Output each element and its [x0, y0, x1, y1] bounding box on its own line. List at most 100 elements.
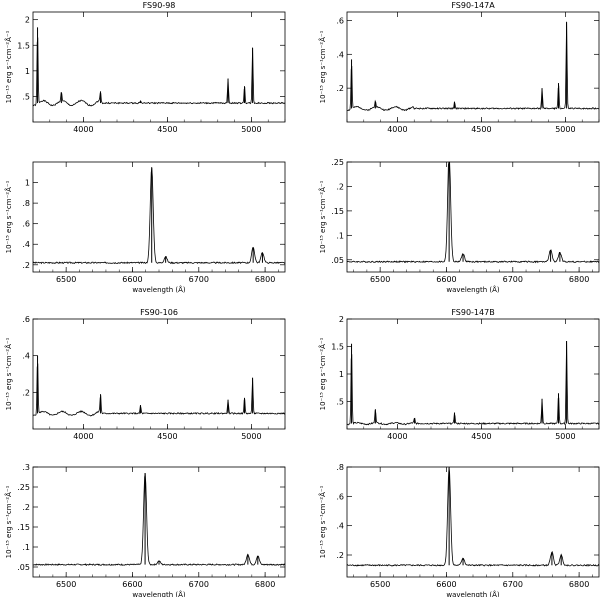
y-tick-label: .1	[336, 231, 344, 240]
y-tick-label: .6	[336, 492, 344, 501]
x-tick-label: 4500	[157, 432, 177, 441]
x-tick-label: 6600	[122, 580, 142, 589]
y-tick-label: .2	[336, 182, 344, 191]
x-tick-label: 6700	[503, 580, 523, 589]
y-tick-label: .15	[331, 207, 344, 216]
chart-panel-6: 6500 6600 6700 6800 .05 .1 .15 .2 .25 .3 wavelengt…	[4, 463, 286, 597]
y-tick-label: 1	[25, 179, 30, 188]
chart-panel-3: 6500 6600 6700 6800 .05 .1 .15 .2 .25 wavelength …	[318, 158, 600, 294]
y-tick-label: .25	[17, 483, 30, 492]
y-tick-label: 1.5	[331, 343, 344, 352]
spectrum-line	[346, 467, 600, 567]
chart-panel-1: 4000 4500 5000 .2 .4 .6 FS90-147A 10⁻¹⁵ erg s⁻¹…	[318, 1, 600, 134]
plot-frame	[32, 11, 286, 123]
y-axis-label: 10⁻¹⁵ erg s⁻¹cm⁻²Å⁻¹	[318, 30, 327, 103]
y-tick-label: .1	[22, 543, 30, 552]
x-tick-label: 4000	[387, 432, 407, 441]
x-tick-label: 6500	[370, 275, 390, 284]
panel-title: FS90-147A	[451, 1, 495, 10]
y-tick-label: .25	[331, 158, 344, 167]
spectrum-line	[32, 363, 286, 417]
x-tick-label: 6500	[56, 275, 76, 284]
panel-title: FS90-147B	[451, 308, 494, 317]
y-axis-label: 10⁻¹⁵ erg s⁻¹cm⁻²Å⁻¹	[4, 337, 13, 410]
spectrum-line	[32, 167, 286, 265]
plot-frame	[32, 318, 286, 430]
y-tick-label: .5	[336, 398, 344, 407]
spectrum-line	[346, 161, 600, 264]
x-axis-label: wavelength (Å)	[132, 590, 186, 597]
y-tick-label: 2	[339, 315, 344, 324]
y-axis-label: 10⁻¹⁵ erg s⁻¹cm⁻²Å⁻¹	[318, 485, 327, 558]
x-tick-label: 4500	[471, 125, 491, 134]
x-tick-label: 6800	[255, 275, 275, 284]
y-tick-label: .4	[22, 352, 30, 361]
y-axis-label: 10⁻¹⁵ erg s⁻¹cm⁻²Å⁻¹	[318, 180, 327, 253]
x-tick-label: 4000	[387, 125, 407, 134]
x-axis-label: wavelength (Å)	[446, 590, 500, 597]
chart-panel-7: 6500 6600 6700 6800 .2 .4 .6 .8 wavelength (Å) 10…	[318, 463, 600, 597]
y-axis-label: 10⁻¹⁵ erg s⁻¹cm⁻²Å⁻¹	[318, 337, 327, 410]
x-tick-label: 6800	[569, 580, 589, 589]
y-tick-label: 2	[25, 16, 30, 25]
y-tick-label: .8	[336, 463, 344, 472]
plot-frame	[32, 161, 286, 273]
spectrum-line	[346, 21, 600, 112]
x-tick-label: 6700	[503, 275, 523, 284]
x-axis-label: wavelength (Å)	[446, 285, 500, 294]
chart-panel-4: 4000 4500 5000 .2 .4 .6 FS90-106 10⁻¹⁵ erg s⁻¹c…	[4, 308, 286, 441]
panel-title: FS90-106	[140, 308, 178, 317]
x-tick-label: 6600	[436, 275, 456, 284]
x-tick-label: 6800	[569, 275, 589, 284]
y-tick-label: .4	[336, 50, 344, 59]
x-tick-label: 6500	[370, 580, 390, 589]
y-axis-label: 10⁻¹⁵ erg s⁻¹cm⁻²Å⁻¹	[4, 485, 13, 558]
x-tick-label: 5000	[555, 432, 575, 441]
y-tick-label: 1	[25, 67, 30, 76]
plot-frame	[346, 318, 600, 430]
y-tick-label: .05	[331, 256, 344, 265]
x-tick-label: 4500	[471, 432, 491, 441]
y-tick-label: .2	[336, 551, 344, 560]
y-axis-label: 10⁻¹⁵ erg s⁻¹cm⁻²Å⁻¹	[4, 30, 13, 103]
x-tick-label: 5000	[241, 125, 261, 134]
x-tick-label: 6700	[189, 580, 209, 589]
x-tick-label: 4500	[157, 125, 177, 134]
x-tick-label: 6600	[122, 275, 142, 284]
y-tick-label: .2	[22, 261, 30, 270]
x-axis-label: wavelength (Å)	[132, 285, 186, 294]
y-tick-label: .6	[22, 220, 30, 229]
y-axis-label: 10⁻¹⁵ erg s⁻¹cm⁻²Å⁻¹	[4, 180, 13, 253]
panel-title: FS90-98	[143, 1, 176, 10]
x-tick-label: 4000	[73, 125, 93, 134]
spectrum-line	[32, 37, 286, 107]
y-tick-label: .4	[336, 522, 344, 531]
chart-panel-0: 4000 4500 5000 .5 1 1.5 2 FS90-98 10⁻¹⁵ erg s⁻¹c…	[4, 1, 286, 134]
chart-panel-5: 4000 4500 5000 .5 1 1.5 2 FS90-147B 10⁻¹⁵ erg s⁻…	[318, 308, 600, 441]
y-tick-label: .05	[17, 563, 30, 572]
x-tick-label: 6600	[436, 580, 456, 589]
x-tick-label: 6500	[56, 580, 76, 589]
y-tick-label: .6	[336, 16, 344, 25]
x-tick-label: 6800	[255, 580, 275, 589]
x-tick-label: 5000	[241, 432, 261, 441]
y-tick-label: .15	[17, 523, 30, 532]
y-tick-label: 1.5	[17, 41, 30, 50]
y-tick-label: .4	[22, 240, 30, 249]
y-tick-label: 1	[339, 370, 344, 379]
y-tick-label: .2	[336, 84, 344, 93]
y-tick-label: .6	[22, 315, 30, 324]
y-tick-label: .5	[22, 92, 30, 101]
y-tick-label: .3	[22, 463, 30, 472]
y-tick-label: .8	[22, 199, 30, 208]
spectrum-line	[346, 341, 600, 426]
y-tick-label: .2	[22, 388, 30, 397]
x-tick-label: 4000	[73, 432, 93, 441]
spectrum-line	[32, 473, 286, 566]
chart-panel-2: 6500 6600 6700 6800 .2 .4 .6 .8 1 wavelength (Å) 1…	[4, 161, 286, 294]
x-tick-label: 5000	[555, 125, 575, 134]
y-tick-label: .2	[22, 503, 30, 512]
plot-frame	[346, 11, 600, 123]
x-tick-label: 6700	[189, 275, 209, 284]
